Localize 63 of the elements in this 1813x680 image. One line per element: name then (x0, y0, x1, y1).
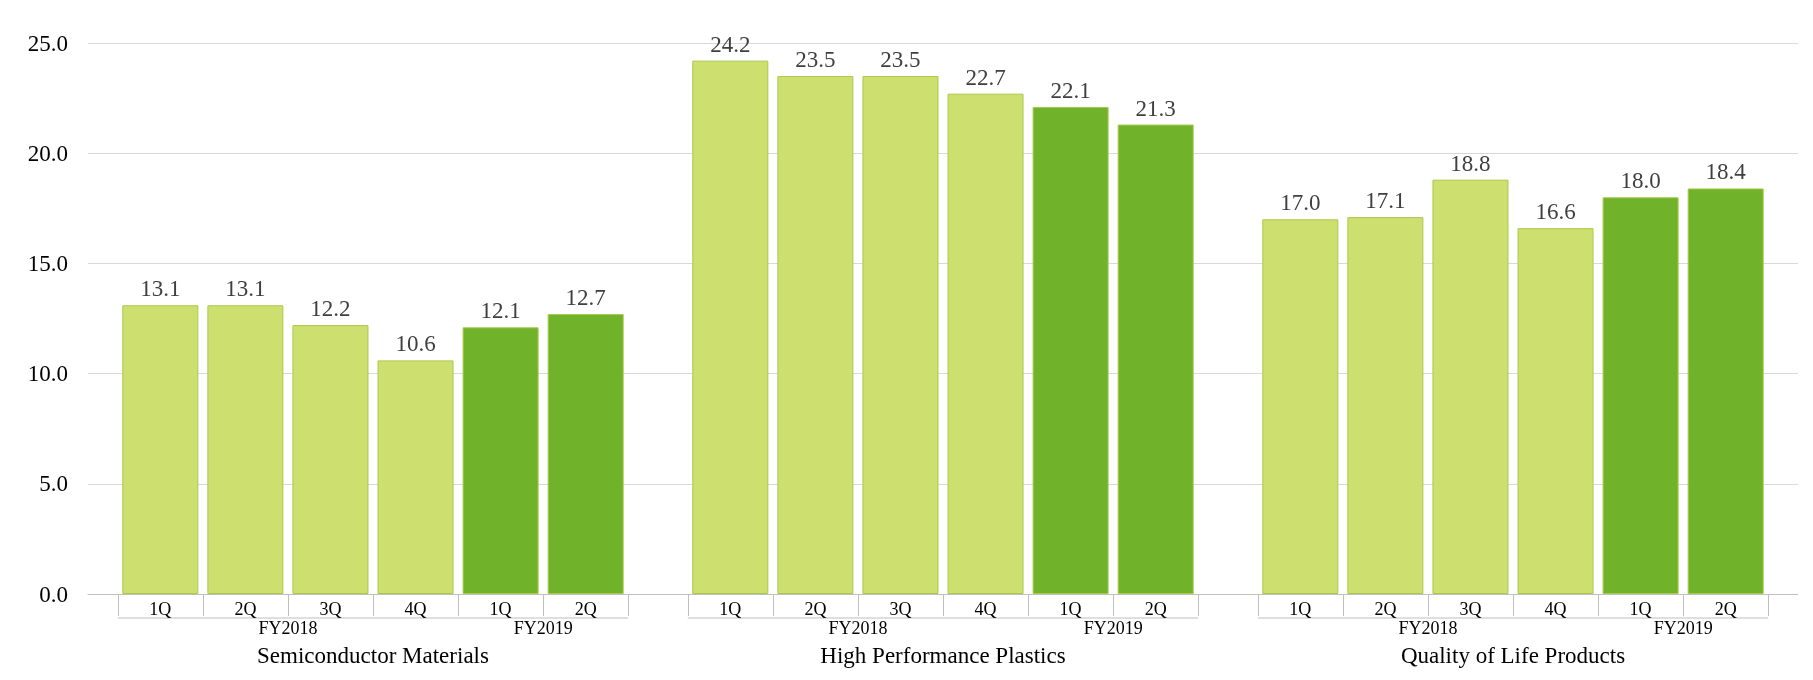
bar (777, 76, 854, 594)
bar (862, 76, 939, 594)
x-tick-label: 3Q (319, 599, 342, 619)
bar (947, 93, 1024, 594)
data-label: 16.6 (1535, 199, 1576, 225)
y-tick-label: 0.0 (39, 581, 68, 607)
bar (207, 305, 284, 594)
data-label: 24.2 (710, 31, 751, 57)
x-tick-label: 3Q (889, 599, 912, 619)
data-label: 12.2 (310, 296, 351, 322)
y-tick-label: 20.0 (27, 140, 68, 166)
y-tick-label: 10.0 (27, 361, 68, 387)
data-label: 23.5 (880, 47, 921, 73)
bar (292, 325, 369, 594)
bar (1032, 106, 1109, 594)
series-label: FY2019 (1083, 618, 1143, 638)
x-tick-label: 1Q (719, 599, 742, 619)
data-label: 18.4 (1705, 159, 1747, 185)
bar (377, 360, 454, 594)
x-tick-label: 1Q (1059, 599, 1082, 619)
x-axis-title: Quality of Life Products (1400, 643, 1626, 668)
x-tick-label: 1Q (1629, 599, 1652, 619)
y-tick-label: 25.0 (27, 30, 68, 56)
x-tick-label: 1Q (149, 599, 172, 619)
bar (122, 305, 199, 594)
x-tick-label: 1Q (489, 599, 512, 619)
y-tick-label: 5.0 (39, 471, 68, 497)
x-tick-label: 2Q (1144, 599, 1167, 619)
x-tick-label: 2Q (804, 599, 827, 619)
x-tick-label: 1Q (1289, 599, 1312, 619)
x-tick-label: 3Q (1459, 599, 1482, 619)
data-label: 23.5 (795, 47, 836, 73)
data-label: 13.1 (225, 276, 266, 302)
x-tick-label: 2Q (574, 599, 597, 619)
bar (1117, 124, 1194, 594)
x-tick-label: 2Q (234, 599, 257, 619)
data-label: 18.8 (1450, 150, 1491, 176)
series-label: FY2019 (1653, 618, 1713, 638)
data-label: 21.3 (1135, 95, 1176, 121)
data-label: 18.0 (1620, 168, 1661, 194)
bar (547, 314, 624, 594)
data-label: 13.1 (140, 276, 181, 302)
series-label: FY2018 (828, 618, 888, 638)
x-tick-label: 4Q (974, 599, 997, 619)
data-label: 12.1 (480, 298, 521, 324)
data-label: 22.7 (965, 64, 1006, 90)
series-label: FY2018 (1398, 618, 1458, 638)
x-tick-label: 2Q (1374, 599, 1397, 619)
data-label: 12.7 (565, 285, 606, 311)
series-label: FY2018 (258, 618, 318, 638)
data-label: 22.1 (1050, 77, 1091, 103)
x-tick-label: 4Q (404, 599, 427, 619)
x-axis-title: High Performance Plastics (820, 643, 1066, 668)
series-label: FY2019 (513, 618, 573, 638)
y-tick-label: 15.0 (27, 250, 68, 276)
bar (692, 60, 769, 594)
x-axis-title: Semiconductor Materials (257, 643, 489, 668)
data-label: 17.1 (1365, 188, 1406, 214)
bar (462, 327, 539, 594)
data-label: 10.6 (395, 331, 436, 357)
x-tick-label: 2Q (1714, 599, 1737, 619)
data-label: 17.0 (1280, 190, 1321, 216)
x-tick-label: 4Q (1544, 599, 1567, 619)
